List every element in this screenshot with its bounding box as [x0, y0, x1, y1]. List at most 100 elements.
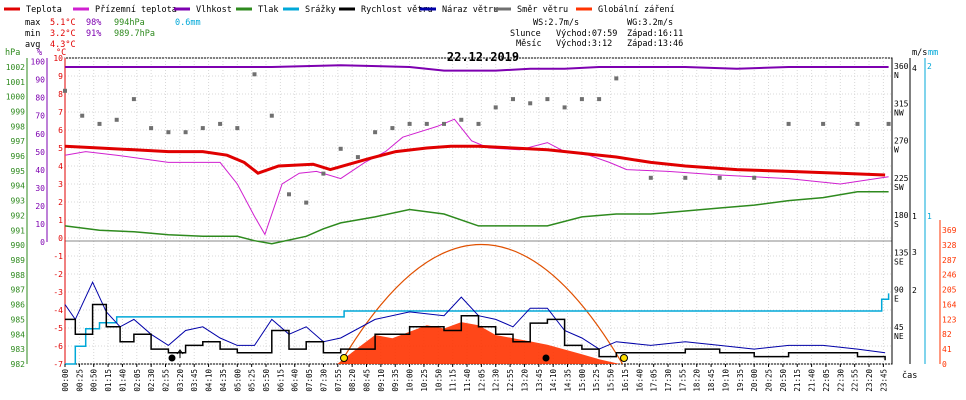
wind-direction-point	[562, 105, 567, 110]
c-tick-label: -1	[53, 252, 63, 261]
hpa-tick-label: 990	[11, 241, 26, 250]
stats-avg-label: avg	[25, 40, 40, 50]
hpa-tick-label: 1000	[6, 93, 25, 102]
wind-direction-point	[235, 126, 240, 131]
wind-direction-point	[886, 121, 891, 126]
wind-direction-point	[476, 121, 481, 126]
series-line-gust	[64, 281, 886, 354]
wm2-tick-label: 369	[942, 226, 957, 235]
time-tick-label: 07:30	[319, 369, 328, 392]
wind-direction-point	[373, 130, 378, 135]
sunset-marker	[620, 354, 628, 362]
series-line-pressure	[64, 190, 889, 245]
time-tick-label: 01:40	[118, 369, 127, 392]
c-tick-label: 6	[58, 126, 63, 135]
series-line-ground-temp	[64, 118, 889, 236]
c-tick-label: 7	[58, 108, 63, 117]
time-tick-label: 00:00	[61, 369, 70, 392]
time-tick-label: 16:15	[621, 369, 630, 392]
wm2-tick-label: 41	[942, 345, 952, 354]
time-axis: 00:00 00:25 00:50 01:15 01:40 02:05 02:30 02:55…	[61, 364, 888, 392]
c-tick-label: 2	[58, 198, 63, 207]
hpa-tick-label: 1001	[6, 78, 25, 87]
dir-tick-label: S	[894, 220, 899, 229]
time-tick-label: 14:10	[549, 369, 558, 392]
wind-direction-point	[855, 121, 860, 126]
hpa-tick-label: 982	[11, 360, 26, 369]
c-tick-label: 4	[58, 162, 63, 171]
time-tick-label: 09:35	[391, 369, 400, 392]
wind-speed-info: WS:2.7m/s	[533, 18, 579, 28]
c-tick-label: -7	[53, 360, 63, 369]
stats-min-press: 989.7hPa	[114, 29, 155, 39]
time-tick-label: 12:55	[506, 369, 515, 392]
moonrise: Východ:3:12	[556, 39, 612, 49]
pct-tick-label: 60	[35, 130, 45, 139]
dir-tick-label: SE	[894, 257, 904, 266]
legend: Teplota Přízemní teplota Vlhkost Tlak Srážky…	[4, 5, 675, 15]
legend-label: Vlhkost	[196, 5, 232, 15]
time-tick-label: 08:20	[348, 369, 357, 392]
series-line-temperature	[64, 144, 886, 177]
wind-direction-point	[528, 101, 533, 106]
stats-min-hum: 91%	[86, 29, 101, 39]
wind-direction-point	[183, 130, 188, 135]
wm2-tick-label: 287	[942, 256, 957, 265]
time-tick-label: 00:50	[90, 369, 99, 392]
sunrise: Východ:07:59	[556, 29, 617, 39]
time-tick-label: 15:25	[592, 369, 601, 392]
wind-direction-point	[269, 113, 274, 118]
wind-direction-point	[424, 121, 429, 126]
legend-label: Tlak	[258, 5, 278, 15]
moonrise-arrow-icon	[176, 349, 184, 358]
mm-tick-label: 1	[927, 212, 932, 221]
dir-tick-label: 90	[894, 286, 904, 295]
time-tick-label: 10:00	[406, 369, 415, 392]
hpa-tick-label: 983	[11, 345, 26, 354]
axis-label-ms: m/s	[912, 48, 927, 58]
hpa-tick-label: 995	[11, 167, 26, 176]
legend-label: Globální záření	[598, 5, 675, 15]
pct-tick-label: 0	[40, 238, 45, 247]
stats-max-hum: 98%	[86, 18, 101, 28]
stats-block: max 5.1°C 98% 994hPa 0.6mm min 3.2°C 91%…	[25, 18, 201, 50]
wind-direction-point	[149, 126, 154, 131]
time-tick-label: 17:05	[650, 369, 659, 392]
hpa-tick-label: 998	[11, 122, 26, 131]
wind-direction-point	[459, 117, 464, 122]
time-tick-label: 11:15	[449, 369, 458, 392]
pct-tick-label: 20	[35, 202, 45, 211]
time-tick-label: 11:40	[463, 369, 472, 392]
dir-tick-label: 45	[894, 323, 904, 332]
dir-tick-label: E	[894, 295, 899, 304]
time-tick-label: 19:10	[721, 369, 730, 392]
axis-label-pct: %	[37, 48, 42, 58]
time-tick-label: 02:55	[162, 369, 171, 392]
wind-direction-point	[166, 130, 171, 135]
dir-tick-label: 180	[894, 211, 909, 220]
dir-tick-label: 315	[894, 99, 909, 108]
ms-tick-label: 2	[912, 286, 917, 295]
stats-min-label: min	[25, 29, 40, 39]
hpa-tick-label: 984	[11, 330, 26, 339]
hpa-tick-label: 987	[11, 286, 26, 295]
time-tick-label: 14:35	[564, 369, 573, 392]
time-tick-label: 03:20	[176, 369, 185, 392]
axis-label-c: °C	[56, 48, 66, 58]
dir-tick-label: NW	[894, 108, 904, 117]
wind-direction-point	[752, 175, 757, 180]
wm2-tick-label: 123	[942, 315, 957, 324]
time-tick-label: 06:40	[291, 369, 300, 392]
time-tick-label: 20:50	[779, 369, 788, 392]
c-tick-label: -2	[53, 270, 63, 279]
series-line-rain	[65, 293, 890, 365]
mm-tick-label: 2	[927, 62, 932, 71]
time-tick-label: 22:05	[822, 369, 831, 392]
pct-tick-label: 70	[35, 112, 45, 121]
hpa-tick-label: 1002	[6, 63, 25, 72]
time-tick-label: 06:15	[276, 369, 285, 392]
wind-direction-point	[114, 117, 119, 122]
dir-tick-label: W	[894, 146, 899, 155]
time-tick-label: 17:30	[664, 369, 673, 392]
